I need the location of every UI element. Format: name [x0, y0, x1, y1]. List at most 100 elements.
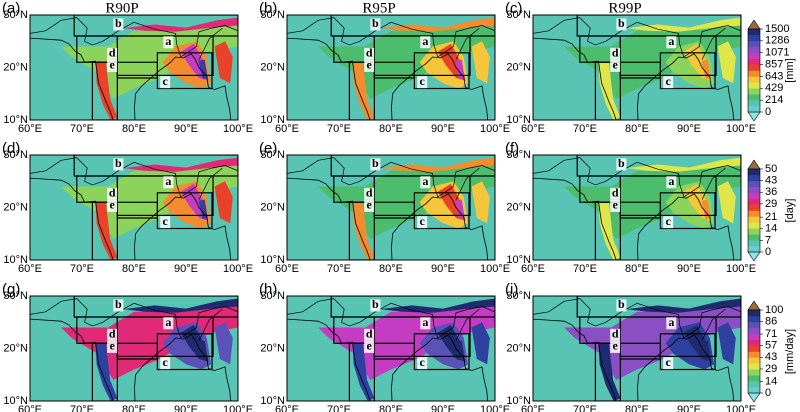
region-label-bg	[107, 328, 118, 341]
region-box	[91, 201, 118, 260]
region-box	[348, 342, 375, 401]
coastline	[533, 37, 617, 120]
field-area	[352, 202, 375, 260]
map-panel: a b c de 60°E 70°E 80°E 90°E 100°E 10°N 20°N 30°N(i…	[505, 281, 756, 412]
map-field	[533, 15, 741, 120]
field-area	[95, 62, 118, 120]
lat-label: 20°N	[506, 342, 531, 354]
colorbar-tick-label: 214	[765, 94, 783, 106]
lon-label: 100°E	[726, 404, 756, 412]
colorbar-segment	[748, 180, 760, 188]
field-area	[95, 343, 118, 401]
region-label: a	[165, 174, 171, 188]
region-label: d	[109, 186, 116, 200]
field-area	[214, 181, 233, 224]
colorbar-segment	[748, 240, 760, 247]
region-label: d	[366, 186, 373, 200]
coastline	[637, 53, 735, 120]
region-label-bg	[420, 36, 431, 49]
colorbar-segment	[748, 34, 760, 42]
colorbar-frame	[747, 309, 761, 394]
border	[533, 157, 741, 198]
border	[30, 298, 238, 339]
map-panel: a b c de 60°E 70°E 80°E 90°E 100°E 10°N 20°N 30°N(f…	[505, 140, 756, 275]
region-label-bg	[663, 76, 674, 89]
field-area	[717, 181, 736, 224]
map-panel: a b c de 60°E 70°E 80°E 90°E 100°E 10°N 20°N 30°N(g…	[2, 281, 253, 412]
map-field	[287, 155, 495, 260]
region-label-bg	[370, 299, 381, 312]
colorbar-segment	[748, 369, 760, 376]
border	[533, 17, 741, 58]
region-label: a	[422, 34, 428, 48]
colorbar-tick-label: 0	[765, 387, 771, 399]
border	[287, 157, 495, 198]
panel-label: (c)	[505, 0, 523, 17]
border	[455, 27, 480, 60]
region-label-bg	[610, 340, 621, 353]
colorbar-segment	[748, 186, 760, 194]
region-label-bg	[163, 317, 174, 330]
region-label-bg	[364, 187, 375, 200]
lon-label: 60°E	[275, 123, 299, 135]
region-box	[373, 342, 415, 360]
region-label: b	[115, 297, 122, 311]
region-box	[116, 61, 159, 79]
field-area	[471, 322, 490, 365]
lon-label: 70°E	[327, 123, 351, 135]
colorbar-tick-label: 14	[765, 375, 777, 387]
region-label: a	[165, 315, 171, 329]
region-box	[373, 201, 415, 219]
map-frame	[29, 295, 239, 402]
region-label: c	[420, 74, 426, 88]
region-label-bg	[663, 357, 674, 370]
colorbar-arrow	[747, 251, 761, 262]
colorbar-tick-label: 71	[765, 328, 777, 340]
coastline	[30, 177, 114, 260]
field-area	[598, 202, 621, 260]
colorbar-tick-label: 57	[765, 340, 777, 352]
colorbar-segment	[748, 52, 760, 59]
colorbar-segment	[748, 174, 760, 182]
colorbar-arrow	[747, 300, 761, 311]
field-area	[198, 340, 208, 361]
colorbar-tick-label: 429	[765, 82, 783, 94]
lat-label: 20°N	[3, 201, 28, 213]
region-label-bg	[616, 158, 627, 171]
region-label: a	[422, 315, 428, 329]
colorbar-tick-label: 1500	[765, 23, 789, 35]
region-label-bg	[107, 47, 118, 60]
colorbar-frame	[747, 28, 761, 113]
column-title: R95P	[362, 0, 395, 16]
lat-label: 20°N	[260, 201, 285, 213]
region-label: a	[668, 34, 674, 48]
lon-label: 90°E	[677, 404, 701, 412]
colorbar-segment	[748, 198, 760, 205]
lat-label: 10°N	[3, 114, 28, 126]
region-label: c	[666, 214, 672, 228]
field-area	[455, 59, 465, 79]
colorbar-segment	[748, 381, 760, 388]
lon-label: 60°E	[18, 404, 42, 412]
region-label: b	[618, 156, 625, 170]
border	[701, 308, 726, 341]
lon-label: 90°E	[431, 123, 455, 135]
region-label-bg	[616, 299, 627, 312]
lat-label: 10°N	[3, 395, 28, 407]
map-panel: a b c de 60°E 70°E 80°E 90°E 100°E 10°N 20°N 30°N(c…	[505, 0, 756, 135]
colorbar-segment	[748, 76, 760, 83]
coastline	[287, 37, 371, 120]
panel-label: (g)	[2, 281, 20, 298]
region-label: d	[366, 327, 373, 341]
colorbar-segment	[748, 192, 760, 199]
lon-label: 80°E	[625, 123, 649, 135]
coastline	[30, 37, 114, 120]
map-frame	[286, 14, 496, 121]
map-frame	[29, 14, 239, 121]
region-label: b	[372, 16, 379, 30]
lon-label: 70°E	[573, 123, 597, 135]
lat-label: 30°N	[260, 290, 285, 302]
region-label-bg	[666, 36, 677, 49]
panel-label: (e)	[259, 140, 277, 157]
region-label: c	[163, 355, 169, 369]
